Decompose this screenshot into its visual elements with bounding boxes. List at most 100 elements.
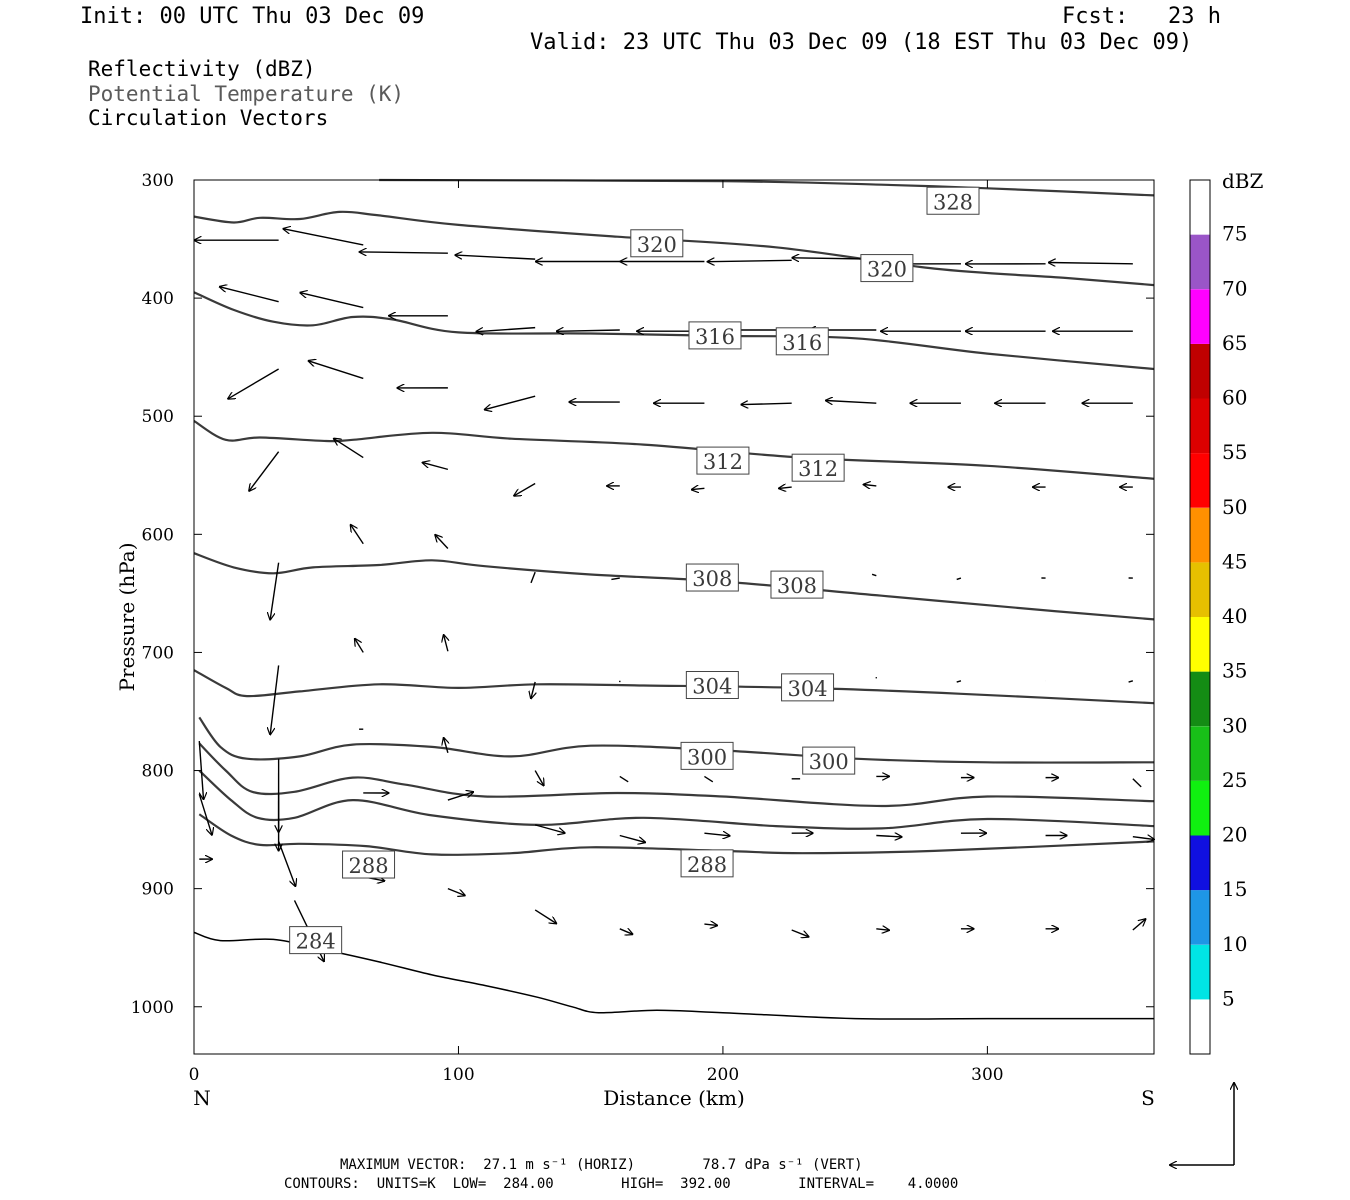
contour-label: 300 xyxy=(802,746,856,775)
colorbar-segment xyxy=(1190,234,1210,290)
legend-reflectivity: Reflectivity (dBZ) xyxy=(88,57,316,81)
theta-contour-line xyxy=(193,291,1155,371)
contour-label-box xyxy=(696,446,750,475)
circulation-vector xyxy=(444,738,448,754)
circulation-vector xyxy=(692,488,705,489)
colorbar-label: 10 xyxy=(1222,932,1247,956)
contour-label-value: 328 xyxy=(933,190,973,214)
circulation-vector xyxy=(220,287,279,303)
circulation-vector xyxy=(447,792,473,801)
y-tick-label: 900 xyxy=(142,880,174,900)
colorbar-label: 35 xyxy=(1222,659,1247,683)
circulation-vector xyxy=(826,401,877,404)
circulation-vector xyxy=(534,909,556,923)
contour-label: 328 xyxy=(926,186,980,215)
theta-contour-line xyxy=(193,552,1155,621)
colorbar-segment xyxy=(1190,617,1210,672)
circulation-vectors xyxy=(195,229,1154,961)
theta-contour-line xyxy=(198,769,1155,830)
colorbar-label: 40 xyxy=(1222,604,1247,628)
y-tick-label: 600 xyxy=(142,525,174,545)
y-tick-label: 300 xyxy=(142,171,174,191)
colorbar-segment xyxy=(1190,289,1210,344)
colorbar-segment xyxy=(1190,562,1210,617)
circulation-vector xyxy=(277,841,296,886)
contour-label-value: 308 xyxy=(777,574,817,598)
circulation-vector xyxy=(864,485,877,486)
colorbar-title: dBZ xyxy=(1222,169,1264,193)
y-tick-label: 500 xyxy=(142,407,174,427)
circulation-vector xyxy=(514,482,536,496)
reference-vector xyxy=(1170,1083,1234,1165)
contour-label: 300 xyxy=(680,741,734,770)
circulation-vector xyxy=(956,680,962,683)
colorbar-label: 20 xyxy=(1222,823,1247,847)
circulation-vector xyxy=(1128,680,1134,683)
colorbar-segment xyxy=(1190,398,1210,454)
colorbar-label: 55 xyxy=(1222,440,1247,464)
y-tick-label: 1000 xyxy=(131,998,174,1018)
circulation-vector xyxy=(423,463,449,471)
colorbar-label: 15 xyxy=(1222,877,1247,901)
circulation-vector xyxy=(447,887,465,896)
y-tick-label: 800 xyxy=(142,762,174,782)
contour-label-box xyxy=(630,229,684,258)
contour-label-box xyxy=(289,926,343,955)
circulation-vector xyxy=(704,775,714,783)
circulation-vector xyxy=(619,929,633,934)
colorbar-segment xyxy=(1190,671,1210,727)
contour-label-value: 288 xyxy=(687,853,727,877)
contour-label: 316 xyxy=(775,327,829,356)
circulation-vector xyxy=(476,326,536,332)
theta-contour-line xyxy=(379,178,1155,197)
circulation-vector xyxy=(355,639,364,653)
contour-info-note: CONTOURS: UNITS=K LOW= 284.00 HIGH= 392.… xyxy=(284,1176,959,1192)
circulation-vector xyxy=(956,577,962,581)
contour-label-box xyxy=(680,741,734,770)
circulation-vector xyxy=(708,260,792,261)
circulation-vector xyxy=(531,681,535,698)
forecast-hour-label: Fcst: 23 h xyxy=(1062,4,1221,29)
circulation-vector xyxy=(704,833,729,836)
legend-circulation-vectors: Circulation Vectors xyxy=(88,106,329,130)
contour-label-box xyxy=(685,563,739,592)
contour-labels: 328 320 320 316 316 312 312 308 308 304 304 300 300 2… xyxy=(289,186,980,955)
contour-label-box xyxy=(802,746,856,775)
theta-contour-line xyxy=(198,813,1155,856)
colorbar-label: 5 xyxy=(1222,986,1235,1010)
contour-label-box xyxy=(685,671,739,700)
circulation-vector xyxy=(284,229,364,246)
contour-label-value: 308 xyxy=(692,567,732,591)
theta-contour-line xyxy=(198,742,1155,808)
colorbar-label: 45 xyxy=(1222,549,1247,573)
circulation-vector xyxy=(534,824,564,833)
contour-label-value: 300 xyxy=(809,750,849,774)
contour-label: 320 xyxy=(860,254,914,283)
y-axis-title: Pressure (hPa) xyxy=(115,543,139,692)
contour-label-box xyxy=(791,453,845,482)
colorbar-segment xyxy=(1190,180,1210,235)
contour-label: 288 xyxy=(342,850,396,879)
circulation-vector xyxy=(228,368,279,399)
contour-label-value: 320 xyxy=(867,258,907,282)
contour-label: 312 xyxy=(791,453,845,482)
circulation-vector xyxy=(876,929,889,930)
contour-label-value: 304 xyxy=(692,675,732,699)
y-tick-label: 700 xyxy=(142,643,174,663)
colorbar-label: 65 xyxy=(1222,331,1247,355)
contour-label-value: 316 xyxy=(695,325,735,349)
colorbar-label: 30 xyxy=(1222,713,1247,737)
contour-label-value: 304 xyxy=(788,677,828,701)
contour-label-value: 312 xyxy=(798,457,838,481)
contour-label-value: 288 xyxy=(348,854,388,878)
circulation-vector xyxy=(619,775,629,783)
x-tick-label: 200 xyxy=(707,1065,739,1085)
colorbar-segment xyxy=(1190,835,1210,891)
colorbar-segment xyxy=(1190,890,1210,945)
contour-label: 304 xyxy=(781,673,835,702)
theta-contour-line xyxy=(198,716,1155,764)
north-end-label: N xyxy=(193,1086,211,1110)
circulation-vector xyxy=(444,635,448,652)
dbz-colorbar: 5 10 15 20 25 30 35 40 45 50 55 60 65 70 75 dBZ xyxy=(1189,169,1264,1055)
